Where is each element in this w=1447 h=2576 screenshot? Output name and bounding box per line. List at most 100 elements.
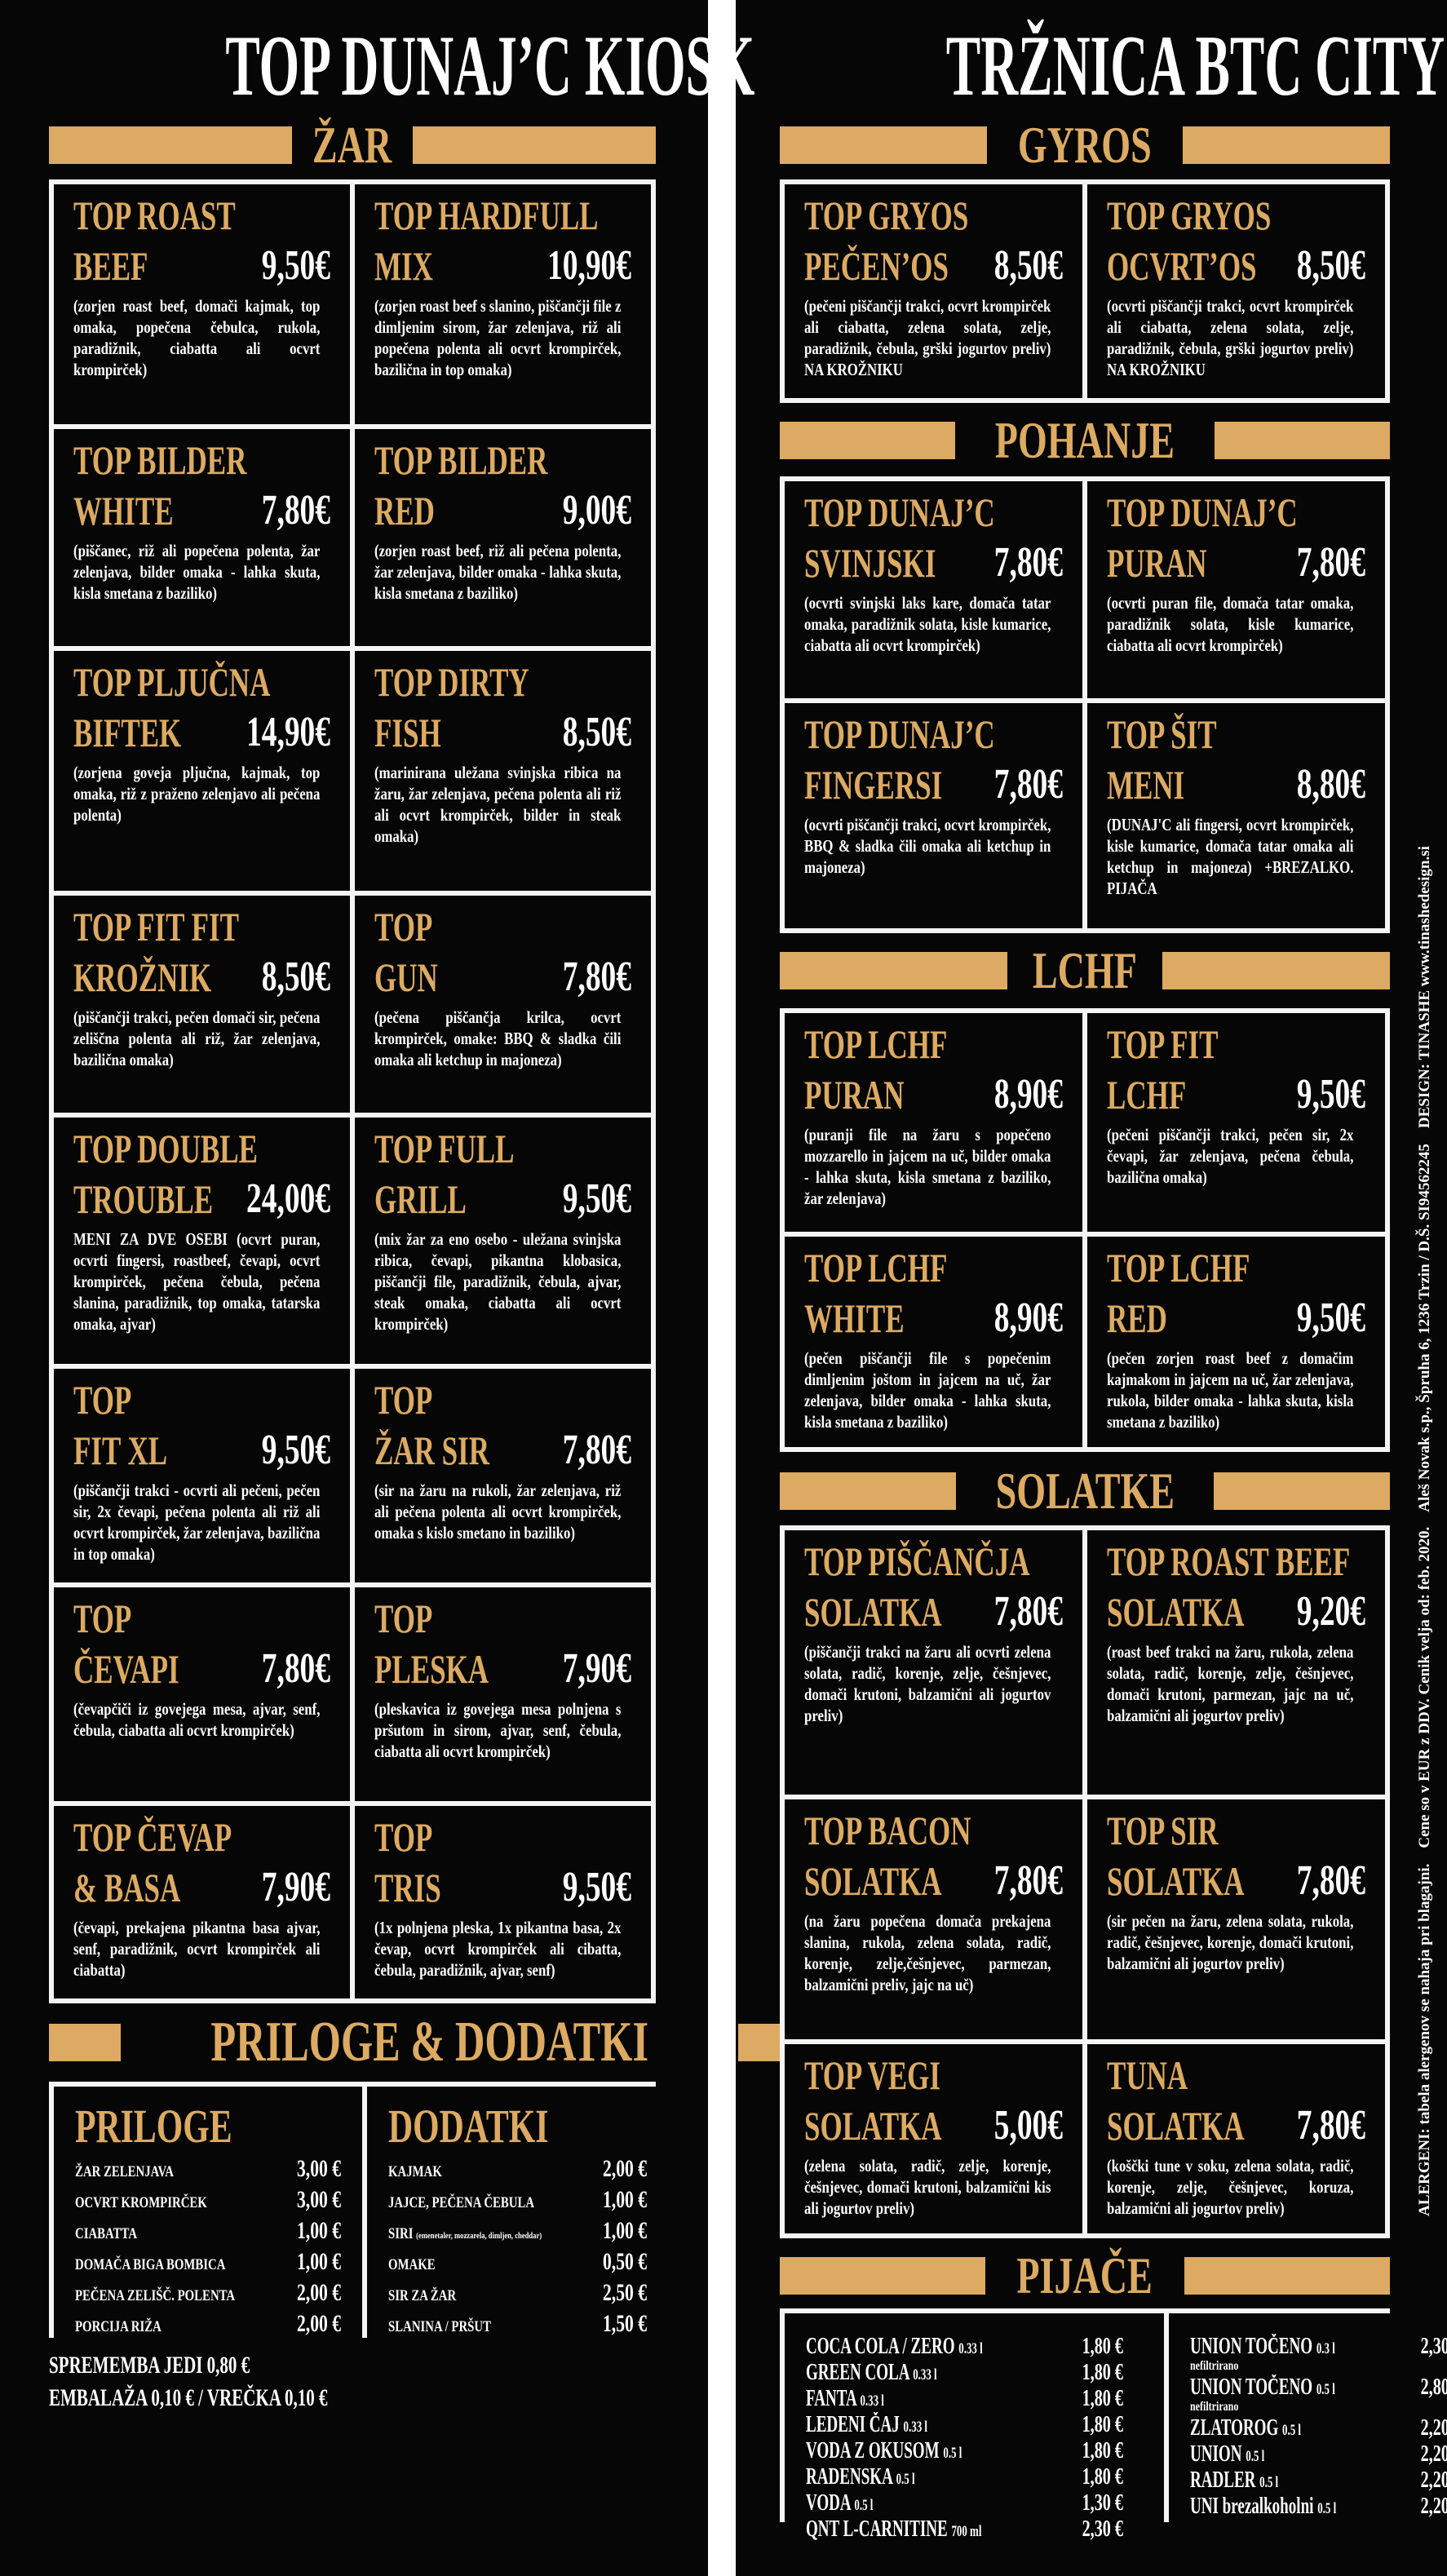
section-band-gyros: GYROS xyxy=(780,119,1390,171)
drinks-column: UNION TOČENO 0.3 l2,30 €nefiltriranoUNIO… xyxy=(1168,2313,1447,2543)
column-title: PRILOGE xyxy=(75,2098,341,2155)
drink-price: 1,80 € xyxy=(1082,2334,1123,2359)
drink-price: 2,20 € xyxy=(1420,2441,1447,2467)
menu-item-top-bacon-solatka: TOP BACON SOLATKA 7,80€ (na žaru popečena d… xyxy=(785,1799,1082,2039)
section-band-pijace: PIJAČE xyxy=(780,2250,1390,2302)
drink-price: 1,80 € xyxy=(1082,2438,1123,2463)
band-bar xyxy=(1162,952,1390,989)
drink-name-text: UNI brezalkoholni xyxy=(1189,2494,1314,2519)
drink-name-text: UNION xyxy=(1189,2441,1242,2467)
extras-price: 0,50 € xyxy=(602,2248,647,2275)
item-name-line1: TOP ČEVAP xyxy=(73,1812,299,1861)
item-name-text: TOP GRYOS xyxy=(804,193,969,238)
section-title: ŽAR xyxy=(312,116,392,174)
item-description: (zorjen roast beef, domači kajmak, top o… xyxy=(73,296,321,379)
item-description: (ocvrti svinjski laks kare, domača tatar… xyxy=(804,593,1051,655)
item-price-text: 7,80€ xyxy=(562,1427,631,1473)
drink-row: ZLATOROG 0.5 l 2,20 € xyxy=(1190,2416,1447,2442)
drink-row: RADLER 0.5 l 2,20 € xyxy=(1190,2468,1447,2494)
band-bar xyxy=(780,952,1008,989)
extras-name-text: OMAKE xyxy=(388,2256,436,2273)
item-name-line1: TOP xyxy=(73,1375,157,1424)
item-name-text: MIX xyxy=(374,243,433,289)
item-name-text: TOP SIR xyxy=(1107,1808,1219,1853)
item-name-line1: TOP GRYOS xyxy=(1107,191,1342,240)
band-bar xyxy=(780,2257,986,2295)
drink-price: 2,20 € xyxy=(1420,2494,1447,2519)
item-name-line1: TOP xyxy=(374,902,458,951)
extras-price: 1,50 € xyxy=(602,2310,647,2337)
item-name-text: TOP PLJUČNA xyxy=(73,659,271,705)
menu-item-top-fit-xl: TOP FIT XL 9,50€ (piščančji trakci - ocvrti… xyxy=(54,1369,350,1582)
item-name-text: TUNA xyxy=(1107,2052,1188,2098)
item-name-text: WHITE xyxy=(804,1295,905,1341)
drink-row: UNI brezalkoholni 0.5 l 2,20 € xyxy=(1190,2494,1447,2521)
item-price-text: 7,80€ xyxy=(562,954,631,1000)
item-price: 9,20€ xyxy=(1270,1587,1365,1636)
item-description: (pleskavica iz govejega mesa polnjena s … xyxy=(374,1699,622,1761)
item-price: 7,80€ xyxy=(967,1857,1063,1905)
item-price: 7,90€ xyxy=(235,1863,330,1912)
item-price-text: 7,90€ xyxy=(562,1645,631,1692)
menu-grid-zar: TOP ROAST BEEF 9,50€ (zorjen roast beef, do… xyxy=(49,179,656,2003)
band-bar xyxy=(1182,126,1390,164)
menu-item-top-dunaj-c-puran: TOP DUNAJ’C PURAN 7,80€ (ocvrti puran file,… xyxy=(1087,481,1385,698)
item-price: 7,80€ xyxy=(235,1644,330,1693)
extras-name: DOMAČA BIGA BOMBICA xyxy=(75,2256,225,2274)
item-name-text: SVINJSKI xyxy=(804,540,936,586)
menu-item-top-hardfull-mix: TOP HARDFULL MIX 10,90€ (zorjen roast beef … xyxy=(355,184,651,424)
item-name-line1: TOP BILDER xyxy=(73,436,321,485)
item-name-text: SOLATKA xyxy=(1107,2103,1245,2149)
item-name-line2: FINGERSI xyxy=(804,760,1002,809)
extras-price: 2,00 € xyxy=(297,2279,342,2306)
item-price-text: 14,90€ xyxy=(246,709,330,755)
item-name-text: TOP LCHF xyxy=(804,1245,948,1290)
item-name-line2: SVINJSKI xyxy=(804,538,993,587)
item-name-line1: TOP ROAST xyxy=(73,191,305,240)
drink-name: QNT L-CARNITINE 700 ml xyxy=(806,2517,981,2543)
item-description: (sir pečen na žaru, zelena solata, rukol… xyxy=(1107,1911,1354,1973)
item-name-line1: TOP FIT FIT xyxy=(73,902,310,951)
kiosk-title: TOP DUNAJ’C KIOSK xyxy=(49,21,754,111)
menu-item-top-c-evapi: TOP ČEVAPI 7,80€ (čevapčiči iz govejega mes… xyxy=(54,1587,350,1801)
drink-name-text: ZLATOROG xyxy=(1189,2415,1278,2441)
item-price-text: 9,20€ xyxy=(1296,1588,1365,1635)
menu-item-top-pis-c-anc-ja-solatka: TOP PIŠČANČJA SOLATKA 7,80€ (piščančji trak… xyxy=(785,1530,1082,1795)
item-name-text: & BASA xyxy=(73,1865,181,1910)
drink-row: GREEN COLA 0.33 l 1,80 € xyxy=(806,2361,1123,2387)
drink-price: 2,20 € xyxy=(1420,2468,1447,2493)
sides-extras-table: PRILOGE ŽAR ZELENJAVA 3,00 € OCVRT KROMPIRČ… xyxy=(49,2082,668,2341)
drink-name-text: VODA xyxy=(806,2490,851,2516)
item-name-line1: TOP DUNAJ’C xyxy=(1107,488,1379,537)
drink-size: 0.5 l xyxy=(1245,2448,1264,2465)
item-description: (čevapčiči iz govejega mesa, ajvar, senf… xyxy=(73,1699,321,1740)
drink-size: 0.3 l xyxy=(1316,2340,1335,2357)
item-description: (sir na žaru na rukoli, žar zelenjava, r… xyxy=(374,1481,622,1543)
item-price-text: 9,50€ xyxy=(562,1864,631,1910)
item-name-line1: TOP xyxy=(73,1594,157,1643)
item-name-line1: TOP PLJUČNA xyxy=(73,657,350,706)
drink-subnote: nefiltrirano xyxy=(1189,2359,1238,2373)
band-bar xyxy=(49,2024,121,2061)
item-name-line2: SOLATKA xyxy=(804,1587,1001,1636)
item-price: 9,50€ xyxy=(536,1175,631,1224)
item-name-line2: MIX xyxy=(374,241,458,290)
section-band-priloge-dodatki: PRILOGE & DODATKI xyxy=(49,2014,811,2071)
item-name-text: WHITE xyxy=(73,488,174,533)
item-name-text: TOP FULL xyxy=(374,1126,515,1171)
item-price: 7,80€ xyxy=(1270,2101,1365,2150)
drink-name: LEDENI ČAJ 0.33 l xyxy=(806,2413,927,2439)
item-name-line1: TOP FIT xyxy=(1107,1020,1266,1069)
item-name-text: TOP LCHF xyxy=(1107,1245,1250,1290)
item-name-text: TOP VEGI xyxy=(804,2052,940,2098)
drink-name-text: COCA COLA / ZERO xyxy=(806,2334,955,2359)
drink-row: VODA Z OKUSOM 0.5 l 1,80 € xyxy=(806,2439,1123,2465)
drink-name-text: VODA Z OKUSOM xyxy=(806,2438,940,2463)
item-name-text: RED xyxy=(1107,1295,1167,1341)
item-price-text: 9,50€ xyxy=(1296,1295,1365,1341)
item-description: (piščančji trakci - ocvrti ali pečeni, p… xyxy=(73,1481,321,1564)
item-price-text: 5,00€ xyxy=(993,2102,1063,2149)
menu-item-top-pljuc-na-biftek: TOP PLJUČNA BIFTEK 14,90€ (zorjena goveja p… xyxy=(54,651,350,891)
drink-row: QNT L-CARNITINE 700 ml 2,30 € xyxy=(806,2517,1123,2543)
drink-row: LEDENI ČAJ 0.33 l 1,80 € xyxy=(806,2413,1123,2439)
